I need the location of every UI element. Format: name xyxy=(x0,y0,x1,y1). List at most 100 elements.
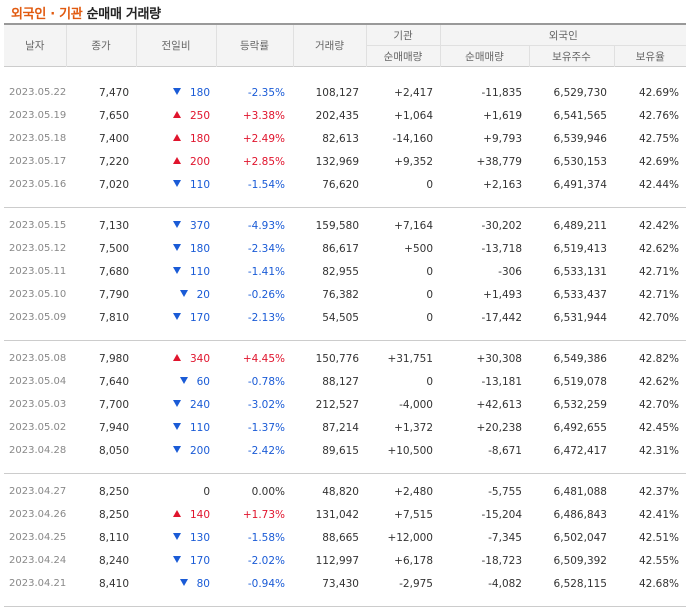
cell-holding: 6,486,843 xyxy=(553,508,607,521)
down-triangle-icon xyxy=(172,422,181,430)
cell-inst-net: +1,372 xyxy=(394,421,433,434)
cell-foreign-net: -7,345 xyxy=(488,531,522,544)
table-row: 2023.05.10 7,790 20 -0.26% 76,382 0 +1,493 6,53… xyxy=(4,283,686,306)
cell-volume: 82,955 xyxy=(322,265,359,278)
cell-date: 2023.04.24 xyxy=(9,555,67,566)
cell-ratio: 42.51% xyxy=(638,531,679,544)
change-value: 180 xyxy=(189,86,210,99)
cell-change: 170 xyxy=(136,306,216,329)
cell-change: 110 xyxy=(136,416,216,439)
cell-foreign-net: -18,723 xyxy=(481,554,522,567)
cell-ratio: 42.45% xyxy=(638,421,679,434)
cell-rate: -1.58% xyxy=(247,531,285,544)
down-triangle-icon xyxy=(172,266,181,274)
header-holding: 보유주수 xyxy=(528,45,614,67)
cell-holding: 6,533,437 xyxy=(553,288,607,301)
cell-holding: 6,533,131 xyxy=(553,265,607,278)
up-triangle-icon xyxy=(172,353,181,361)
cell-ratio: 42.41% xyxy=(638,508,679,521)
header-change: 전일비 xyxy=(135,24,216,67)
cell-change: 170 xyxy=(136,549,216,572)
cell-holding: 6,489,211 xyxy=(553,219,607,232)
cell-change: 60 xyxy=(136,370,216,393)
cell-change: 180 xyxy=(136,237,216,260)
cell-holding: 6,541,565 xyxy=(553,109,607,122)
up-triangle-icon xyxy=(172,156,181,164)
cell-ratio: 42.75% xyxy=(638,132,679,145)
cell-close: 8,110 xyxy=(98,531,129,544)
cell-foreign-net: -306 xyxy=(498,265,522,278)
cell-close: 8,250 xyxy=(98,485,129,498)
header-ratio: 보유율 xyxy=(613,45,686,67)
cell-rate: -2.34% xyxy=(247,242,285,255)
cell-change: 250 xyxy=(136,104,216,127)
cell-foreign-net: -4,082 xyxy=(488,577,522,590)
table-row: 2023.05.15 7,130 370 -4.93% 159,580 +7,164 -30… xyxy=(4,214,686,237)
cell-close: 7,130 xyxy=(98,219,129,232)
cell-ratio: 42.71% xyxy=(638,265,679,278)
table-row: 2023.04.24 8,240 170 -2.02% 112,997 +6,178 -18… xyxy=(4,549,686,572)
cell-volume: 76,620 xyxy=(322,178,359,191)
cell-close: 8,410 xyxy=(98,577,129,590)
cell-date: 2023.05.11 xyxy=(9,266,67,277)
cell-date: 2023.05.08 xyxy=(9,353,67,364)
cell-date: 2023.04.21 xyxy=(9,578,67,589)
cell-foreign-net: -13,181 xyxy=(481,375,522,388)
table-row: 2023.05.08 7,980 340 +4.45% 150,776 +31,751 +3… xyxy=(4,347,686,370)
cell-rate: -2.35% xyxy=(247,86,285,99)
cell-inst-net: +12,000 xyxy=(387,531,433,544)
change-value: 80 xyxy=(196,577,210,590)
cell-close: 7,640 xyxy=(98,375,129,388)
cell-close: 7,980 xyxy=(98,352,129,365)
table-body: 2023.05.22 7,470 180 -2.35% 108,127 +2,417 -11… xyxy=(4,67,686,607)
down-triangle-icon xyxy=(172,312,181,320)
cell-date: 2023.05.04 xyxy=(9,376,67,387)
cell-holding: 6,539,946 xyxy=(553,132,607,145)
cell-rate: +4.45% xyxy=(242,352,285,365)
cell-holding: 6,491,374 xyxy=(553,178,607,191)
cell-ratio: 42.69% xyxy=(638,86,679,99)
down-triangle-icon xyxy=(172,220,181,228)
cell-ratio: 42.44% xyxy=(638,178,679,191)
cell-volume: 202,435 xyxy=(315,109,359,122)
change-value: 140 xyxy=(189,508,210,521)
cell-inst-net: +9,352 xyxy=(394,155,433,168)
change-value: 200 xyxy=(189,155,210,168)
investor-trading-table: 날자 종가 전일비 등락률 거래량 기관 외국인 순매매량 순매매량 보유주수 … xyxy=(4,23,686,607)
down-triangle-icon xyxy=(172,445,181,453)
cell-ratio: 42.37% xyxy=(638,485,679,498)
cell-close: 7,500 xyxy=(98,242,129,255)
down-triangle-icon xyxy=(172,87,181,95)
cell-volume: 132,969 xyxy=(315,155,359,168)
cell-ratio: 42.31% xyxy=(638,444,679,457)
cell-inst-net: 0 xyxy=(426,375,433,388)
cell-holding: 6,472,417 xyxy=(553,444,607,457)
cell-foreign-net: +1,493 xyxy=(483,288,522,301)
cell-rate: +2.49% xyxy=(242,132,285,145)
cell-rate: -0.94% xyxy=(247,577,285,590)
change-value: 200 xyxy=(189,444,210,457)
cell-date: 2023.05.18 xyxy=(9,133,67,144)
change-value: 250 xyxy=(189,109,210,122)
cell-date: 2023.04.27 xyxy=(9,486,67,497)
title-investor: 외국인 · 기관 xyxy=(11,7,83,22)
header-institution: 기관 xyxy=(365,24,440,46)
cell-rate: +1.73% xyxy=(242,508,285,521)
header-inst-net: 순매매량 xyxy=(365,45,440,67)
down-triangle-icon xyxy=(179,578,188,586)
cell-rate: -2.13% xyxy=(247,311,285,324)
table-row: 2023.05.19 7,650 250 +3.38% 202,435 +1,064 +1,… xyxy=(4,104,686,127)
down-triangle-icon xyxy=(172,179,181,187)
cell-foreign-net: +38,779 xyxy=(476,155,522,168)
change-value: 340 xyxy=(189,352,210,365)
cell-volume: 108,127 xyxy=(315,86,359,99)
cell-volume: 88,127 xyxy=(322,375,359,388)
cell-ratio: 42.71% xyxy=(638,288,679,301)
cell-change: 110 xyxy=(136,260,216,283)
cell-close: 7,220 xyxy=(98,155,129,168)
cell-foreign-net: -8,671 xyxy=(488,444,522,457)
cell-volume: 86,617 xyxy=(322,242,359,255)
cell-rate: -3.02% xyxy=(247,398,285,411)
cell-foreign-net: +42,613 xyxy=(476,398,522,411)
cell-holding: 6,549,386 xyxy=(553,352,607,365)
